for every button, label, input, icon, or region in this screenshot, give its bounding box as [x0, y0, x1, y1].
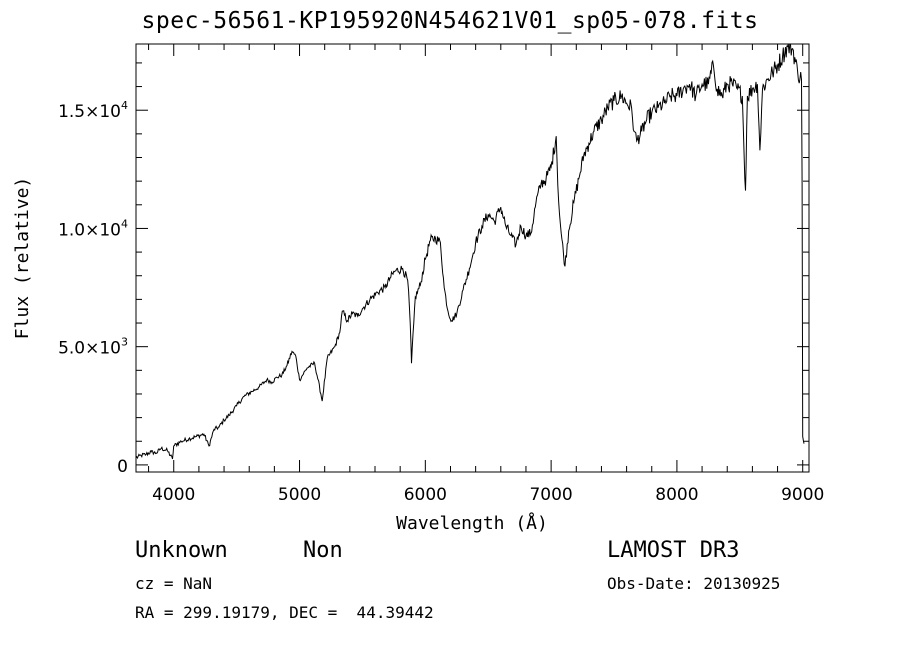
x-tick-labels: 4000 5000 6000 7000 8000 9000 [152, 485, 824, 505]
object-subclass: Non [303, 538, 343, 563]
x-tick-label: 6000 [404, 485, 447, 505]
obs-date-label: Obs-Date: 20130925 [607, 574, 781, 593]
x-axis-label: Wavelength (Å) [396, 512, 548, 534]
x-tick-label: 7000 [529, 485, 572, 505]
y-tick-label: 1.0×104 [58, 217, 128, 240]
x-tick-label: 4000 [152, 485, 195, 505]
plot-frame [135, 43, 810, 473]
chart-title: spec-56561-KP195920N454621V01_sp05-078.f… [141, 8, 759, 34]
axis-ticks [136, 44, 809, 472]
spectrum-line [135, 43, 805, 460]
coordinates-label: RA = 299.19179, DEC = 44.39442 [135, 603, 434, 622]
x-tick-label: 5000 [278, 485, 321, 505]
y-tick-labels: 0 5.0×103 1.0×104 1.5×104 [58, 99, 128, 477]
survey-label: LAMOST DR3 [607, 538, 740, 563]
x-tick-label: 9000 [781, 485, 824, 505]
y-axis-label: Flux (relative) [12, 177, 33, 340]
object-class: Unknown [135, 538, 228, 563]
y-tick-label: 5.0×103 [58, 336, 128, 359]
redshift-label: cz = NaN [135, 574, 213, 593]
y-tick-label: 0 [117, 457, 128, 477]
y-tick-label: 1.5×104 [58, 99, 128, 122]
x-tick-label: 8000 [655, 485, 698, 505]
